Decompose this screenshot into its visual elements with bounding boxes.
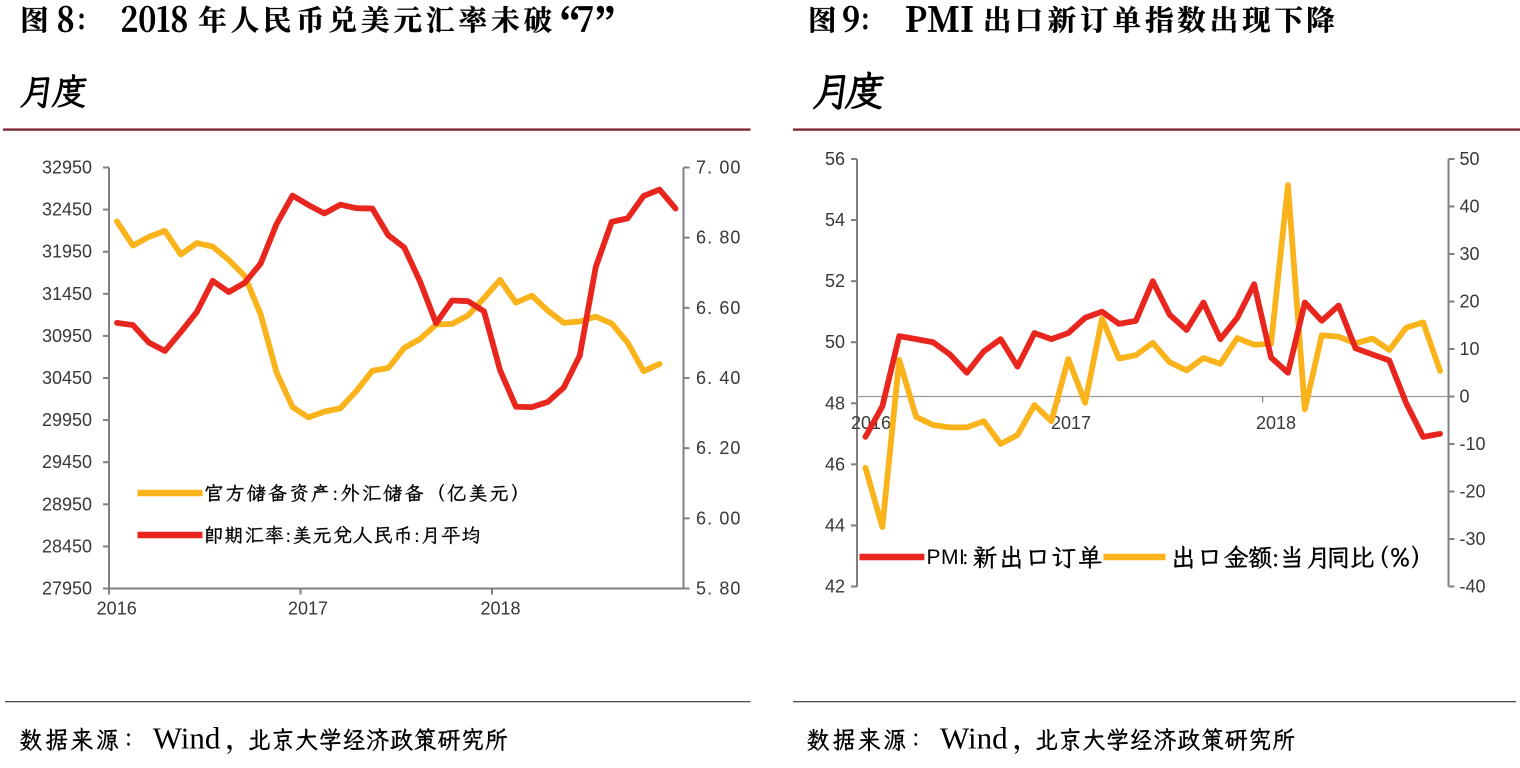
svg-text:Wind: Wind — [940, 721, 1008, 756]
svg-text:29450: 29450 — [42, 452, 92, 472]
svg-text:-40: -40 — [1460, 577, 1486, 597]
svg-text:20: 20 — [1460, 292, 1480, 312]
svg-text:6. 00: 6. 00 — [696, 508, 742, 528]
svg-text:31450: 31450 — [42, 284, 92, 304]
svg-text:6. 20: 6. 20 — [696, 438, 742, 458]
svg-text:0: 0 — [1460, 387, 1470, 407]
svg-text:-20: -20 — [1460, 482, 1486, 502]
svg-text:28450: 28450 — [42, 536, 92, 556]
svg-text:52: 52 — [825, 271, 845, 291]
svg-text:2016: 2016 — [97, 599, 137, 619]
svg-text:6. 40: 6. 40 — [696, 368, 742, 388]
svg-text:-10: -10 — [1460, 434, 1486, 454]
svg-text:32450: 32450 — [42, 200, 92, 220]
svg-text:40: 40 — [1460, 197, 1480, 217]
svg-text:46: 46 — [825, 454, 845, 474]
svg-text:27950: 27950 — [42, 579, 92, 599]
svg-text:-30: -30 — [1460, 529, 1486, 549]
svg-text:6. 80: 6. 80 — [696, 228, 742, 248]
svg-text:2018: 2018 — [480, 599, 520, 619]
svg-text:54: 54 — [825, 210, 845, 230]
svg-text:10: 10 — [1460, 339, 1480, 359]
svg-text:30450: 30450 — [42, 368, 92, 388]
svg-text:2017: 2017 — [1051, 413, 1091, 433]
svg-text:50: 50 — [1460, 149, 1480, 169]
svg-text:29950: 29950 — [42, 410, 92, 430]
svg-text:2017: 2017 — [288, 599, 328, 619]
svg-text:5. 80: 5. 80 — [696, 579, 742, 599]
svg-text:32950: 32950 — [42, 158, 92, 178]
svg-text:42: 42 — [825, 577, 845, 597]
svg-text:PMI: PMI — [927, 546, 966, 569]
svg-text:7. 00: 7. 00 — [696, 158, 742, 178]
svg-text:44: 44 — [825, 515, 845, 535]
svg-text:31950: 31950 — [42, 242, 92, 262]
svg-text:50: 50 — [825, 332, 845, 352]
svg-text:28950: 28950 — [42, 494, 92, 514]
svg-text:30950: 30950 — [42, 326, 92, 346]
svg-text:6. 60: 6. 60 — [696, 298, 742, 318]
svg-text:56: 56 — [825, 149, 845, 169]
svg-text:48: 48 — [825, 393, 845, 413]
svg-text:30: 30 — [1460, 244, 1480, 264]
svg-text:2018: 2018 — [1256, 413, 1296, 433]
svg-text:Wind: Wind — [153, 721, 221, 756]
